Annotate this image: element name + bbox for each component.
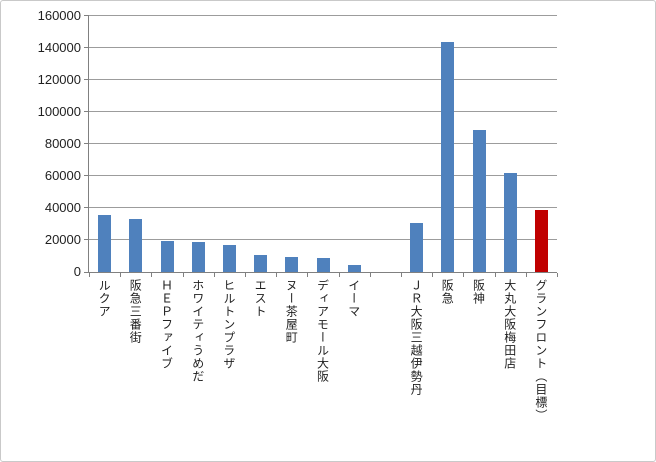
- y-axis-label: 160000: [37, 8, 81, 23]
- y-axis-label: 60000: [44, 168, 81, 183]
- bar-グランフロント（目標）[interactable]: [534, 210, 548, 272]
- x-axis-label: グランフロント（目標）: [533, 279, 548, 422]
- bar-阪急[interactable]: [441, 42, 455, 272]
- bar-ヒルトンプラザ[interactable]: [222, 245, 236, 272]
- x-axis-tick: [495, 273, 496, 277]
- y-axis-tick: [84, 272, 89, 273]
- bar-エスト[interactable]: [254, 255, 268, 272]
- x-axis-label: ルクア: [97, 279, 112, 318]
- y-axis-label: 0: [73, 264, 81, 279]
- bar-阪神[interactable]: [472, 130, 486, 272]
- x-axis-label: ディアモール大阪: [315, 279, 330, 383]
- y-axis-tick: [84, 207, 89, 208]
- x-axis-tick: [151, 273, 152, 277]
- x-axis-label: エスト: [253, 279, 268, 318]
- x-axis-tick: [276, 273, 277, 277]
- bar-ホワイティうめだ[interactable]: [191, 242, 205, 272]
- x-axis-label: ホワイティうめだ: [190, 279, 205, 383]
- x-axis-label: 阪急: [440, 279, 455, 305]
- bar-阪急三番街[interactable]: [129, 219, 143, 272]
- y-axis-tick: [84, 239, 89, 240]
- y-axis-label: 20000: [44, 232, 81, 247]
- x-axis-label: ＪＲ大阪三越伊勢丹: [409, 279, 424, 396]
- x-axis-tick: [526, 273, 527, 277]
- x-axis-tick: [370, 273, 371, 277]
- y-axis-tick: [84, 111, 89, 112]
- y-axis-label: 140000: [37, 40, 81, 55]
- x-axis-label: ＨＥＰファイブ: [159, 279, 174, 370]
- gridline-80000: [89, 143, 557, 144]
- y-axis-tick: [84, 143, 89, 144]
- x-axis-tick: [557, 273, 558, 277]
- y-axis-label: 40000: [44, 200, 81, 215]
- y-axis-tick: [84, 15, 89, 16]
- x-axis-tick: [245, 273, 246, 277]
- plot-area: [84, 15, 558, 277]
- x-axis-tick: [339, 273, 340, 277]
- bar-ＪＲ大阪三越伊勢丹[interactable]: [410, 223, 424, 272]
- x-axis-tick: [432, 273, 433, 277]
- gridline-20000: [89, 239, 557, 240]
- y-axis-tick: [84, 175, 89, 176]
- bar-ヌー茶屋町[interactable]: [285, 257, 299, 272]
- x-axis-label: イーマ: [346, 279, 361, 318]
- y-axis-tick: [84, 47, 89, 48]
- bar-ＨＥＰファイブ[interactable]: [160, 241, 174, 272]
- bar-ルクア[interactable]: [98, 215, 112, 272]
- bar-イーマ[interactable]: [347, 265, 361, 272]
- x-axis-tick: [89, 273, 90, 277]
- bar-ディアモール大阪[interactable]: [316, 258, 330, 272]
- gridline-100000: [89, 111, 557, 112]
- y-axis-label: 100000: [37, 104, 81, 119]
- gridline-40000: [89, 207, 557, 208]
- x-axis-label: 阪神: [471, 279, 486, 305]
- y-axis-label: 80000: [44, 136, 81, 151]
- x-axis-tick: [120, 273, 121, 277]
- x-axis-label: ヒルトンプラザ: [221, 279, 236, 370]
- x-axis-tick: [463, 273, 464, 277]
- gridline-120000: [89, 79, 557, 80]
- x-axis-tick: [307, 273, 308, 277]
- gridline-140000: [89, 47, 557, 48]
- x-axis-tick: [401, 273, 402, 277]
- x-axis-label: 阪急三番街: [128, 279, 143, 344]
- x-axis-label: ヌー茶屋町: [284, 279, 299, 344]
- gridline-60000: [89, 175, 557, 176]
- bar-大丸大阪梅田店[interactable]: [503, 173, 517, 272]
- x-axis-tick: [214, 273, 215, 277]
- y-axis-tick: [84, 79, 89, 80]
- y-axis-label: 120000: [37, 72, 81, 87]
- gridline-160000: [89, 15, 557, 16]
- x-axis-label: 大丸大阪梅田店: [502, 279, 517, 370]
- x-axis-tick: [183, 273, 184, 277]
